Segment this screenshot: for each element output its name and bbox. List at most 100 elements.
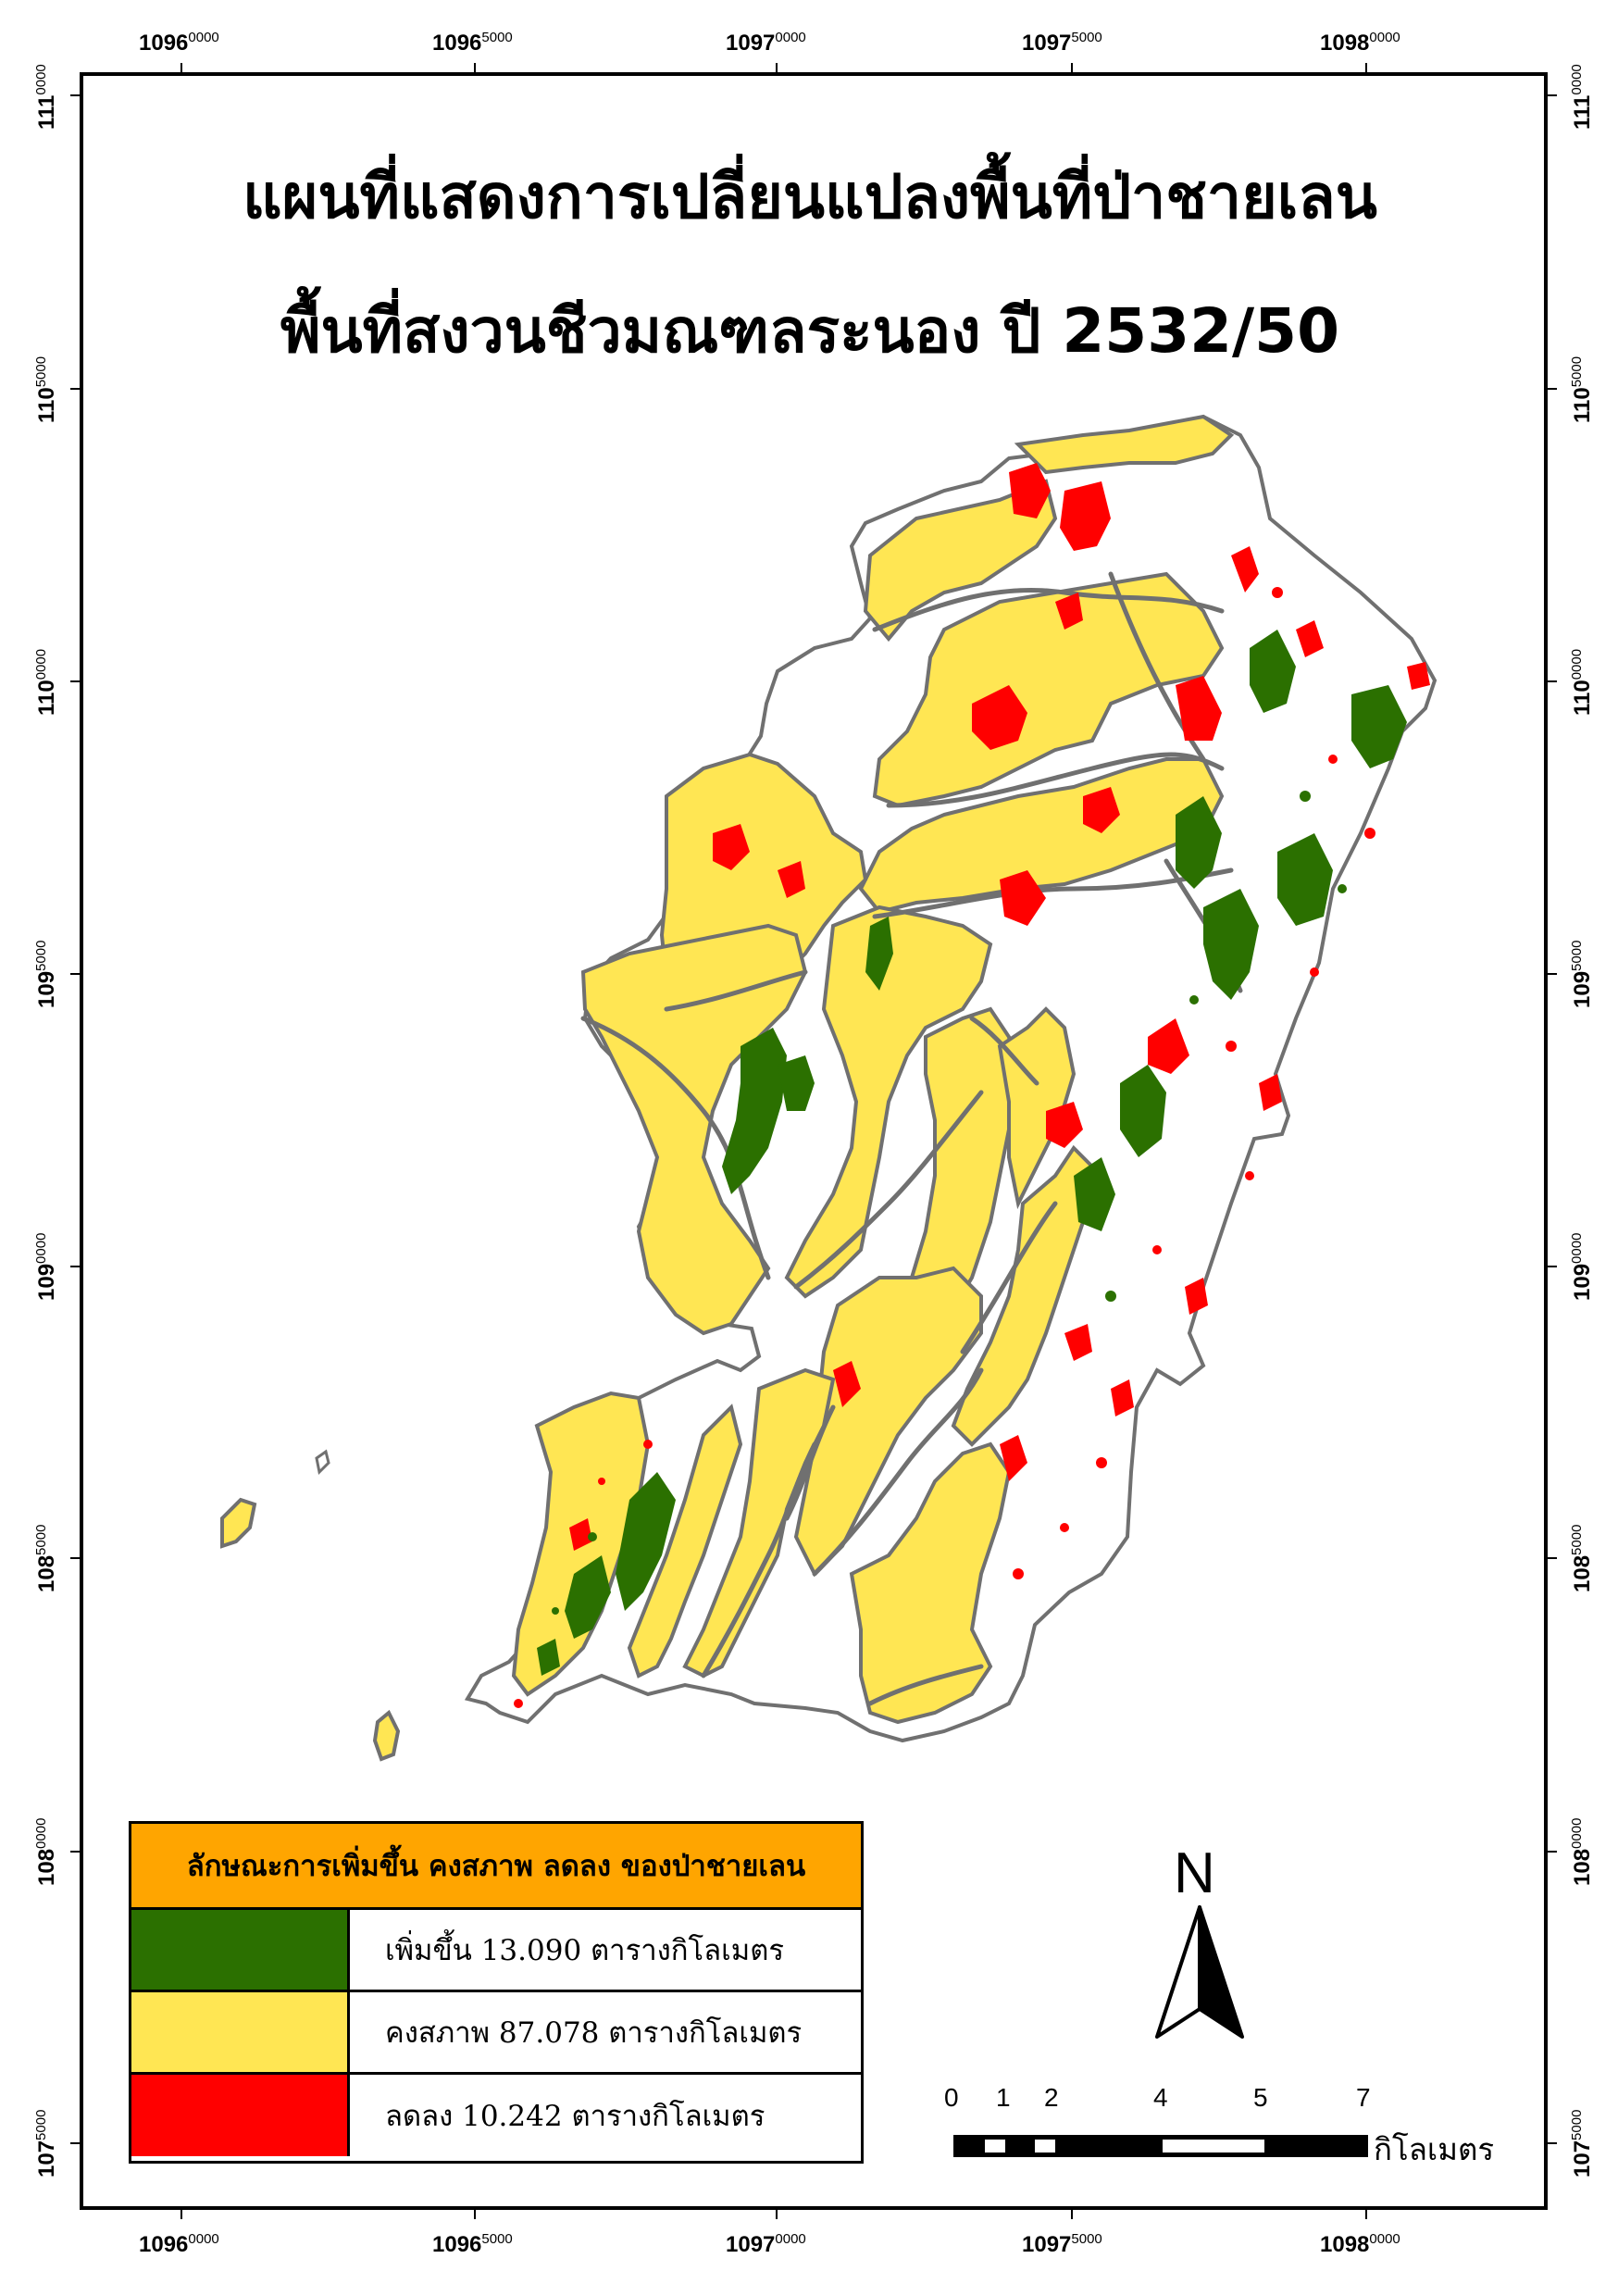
stable-island bbox=[682, 1367, 836, 1678]
decrease-patch bbox=[1060, 481, 1111, 551]
x-label-bottom: 10975000 bbox=[1022, 2231, 1102, 2257]
north-arrow-left-half bbox=[1155, 1905, 1201, 2039]
decrease-patch bbox=[972, 685, 1027, 750]
decrease-patch bbox=[1111, 1379, 1134, 1416]
legend-row-decrease: ลดลง 10.242 ตารางกิโลเมตร bbox=[131, 2075, 861, 2156]
x-label-bottom: 10960000 bbox=[139, 2231, 219, 2257]
north-label: N bbox=[1174, 1841, 1215, 1905]
y-label-right: 1105000 bbox=[1569, 356, 1595, 423]
stable-island bbox=[1014, 414, 1235, 475]
increase-areas bbox=[537, 630, 1407, 1676]
y-label-right: 1075000 bbox=[1569, 2110, 1595, 2177]
x-label-top: 10970000 bbox=[726, 30, 806, 56]
stable-island bbox=[858, 757, 1225, 915]
y-label-left: 1080000 bbox=[33, 1818, 59, 1886]
scale-tick-label: 2 bbox=[1044, 2083, 1059, 2112]
decrease-patch bbox=[1064, 1324, 1092, 1361]
legend-swatch-stable bbox=[131, 1992, 350, 2072]
increase-patch bbox=[616, 1472, 676, 1611]
scale-bar-segment bbox=[985, 2140, 1005, 2152]
increase-patch bbox=[865, 917, 893, 991]
decrease-areas bbox=[569, 463, 1430, 1551]
north-arrow bbox=[1155, 1905, 1244, 2039]
decrease-patch bbox=[1148, 1018, 1189, 1074]
x-label-bottom: 10965000 bbox=[432, 2231, 513, 2257]
y-labels-right: 1110000 1105000 1100000 1095000 1090000 … bbox=[1569, 64, 1595, 2177]
increase-patch bbox=[537, 1639, 560, 1676]
y-label-right: 1090000 bbox=[1569, 1233, 1595, 1301]
map-title-line-2: พื้นที่สงวนชีวมณฑลระนอง ปี 2532/50 bbox=[280, 295, 1339, 367]
stable-island bbox=[951, 1144, 1095, 1447]
increase-patch bbox=[778, 1055, 815, 1111]
legend-label-stable: คงสภาพ 87.078 ตารางกิโลเมตร bbox=[385, 2016, 803, 2050]
scale-bar-segment bbox=[1035, 2140, 1055, 2152]
increase-speck bbox=[1105, 1291, 1116, 1302]
y-labels-left: 1110000 1105000 1100000 1095000 1090000 … bbox=[33, 64, 59, 2177]
decrease-speck bbox=[1013, 1568, 1024, 1579]
decrease-patch bbox=[713, 824, 750, 870]
map-title-line-1: แผนที่แสดงการเปลี่ยนแปลงพื้นที่ป่าชายเลน bbox=[243, 161, 1377, 232]
stable-island bbox=[849, 1441, 1012, 1725]
scale-tick-label: 5 bbox=[1253, 2083, 1268, 2112]
stable-island bbox=[784, 905, 993, 1299]
stable-island bbox=[863, 479, 1058, 643]
scale-bar bbox=[953, 2135, 1368, 2157]
y-label-left: 1105000 bbox=[33, 356, 59, 423]
increase-patch bbox=[1250, 630, 1296, 713]
y-label-right: 1080000 bbox=[1569, 1818, 1595, 1886]
decrease-patch bbox=[1407, 662, 1430, 690]
map-frame bbox=[80, 72, 1548, 2210]
legend-swatch-decrease bbox=[131, 2075, 350, 2156]
y-label-left: 1085000 bbox=[33, 1525, 59, 1592]
channel bbox=[969, 1016, 1039, 1086]
north-arrow-right-half bbox=[1198, 1905, 1244, 2039]
channel bbox=[872, 587, 1225, 632]
stable-areas bbox=[220, 414, 1235, 1762]
channel bbox=[701, 1441, 817, 1678]
y-label-right: 1095000 bbox=[1569, 941, 1595, 1008]
increase-speck bbox=[1300, 791, 1311, 802]
y-label-right: 1110000 bbox=[1569, 64, 1595, 130]
speckles bbox=[514, 587, 1375, 1708]
decrease-patch bbox=[1176, 676, 1222, 741]
y-label-right: 1100000 bbox=[1569, 649, 1595, 716]
stable-island bbox=[372, 1709, 401, 1762]
increase-patch bbox=[1351, 685, 1407, 768]
mangrove-map bbox=[220, 414, 1438, 1762]
decrease-speck bbox=[1328, 755, 1338, 764]
decrease-speck bbox=[1096, 1457, 1107, 1468]
decrease-patch bbox=[1231, 546, 1259, 593]
scale-bar-outline bbox=[953, 2135, 1368, 2157]
channel bbox=[664, 969, 808, 1012]
increase-speck bbox=[588, 1532, 597, 1541]
decrease-patch bbox=[778, 861, 805, 898]
decrease-patch bbox=[1000, 1435, 1027, 1481]
increase-patch bbox=[1277, 833, 1333, 926]
decrease-patch bbox=[1055, 593, 1083, 630]
scale-tick-label: 7 bbox=[1356, 2083, 1371, 2112]
decrease-patch bbox=[1296, 620, 1324, 657]
legend-row-stable: คงสภาพ 87.078 ตารางกิโลเมตร bbox=[131, 1992, 861, 2075]
legend-swatch-increase bbox=[131, 1910, 350, 1990]
channel bbox=[886, 752, 1225, 808]
increase-patch bbox=[1074, 1157, 1115, 1231]
decrease-speck bbox=[1245, 1171, 1254, 1180]
decrease-speck bbox=[1226, 1041, 1237, 1052]
y-label-left: 1100000 bbox=[33, 649, 59, 716]
decrease-speck bbox=[1272, 587, 1283, 598]
y-label-right: 1085000 bbox=[1569, 1525, 1595, 1592]
decrease-patch bbox=[1000, 870, 1046, 926]
frame-ticks bbox=[70, 63, 1557, 2219]
x-label-top: 10980000 bbox=[1320, 30, 1400, 56]
small-island bbox=[315, 1449, 330, 1476]
x-label-bottom: 10970000 bbox=[726, 2231, 806, 2257]
y-label-left: 1110000 bbox=[33, 64, 59, 130]
stable-island bbox=[627, 1404, 743, 1678]
decrease-patch bbox=[1009, 463, 1051, 518]
increase-patch bbox=[1176, 796, 1222, 889]
scale-unit-label: กิโลเมตร bbox=[1374, 2131, 1495, 2167]
y-label-left: 1090000 bbox=[33, 1233, 59, 1301]
decrease-patch bbox=[1185, 1278, 1208, 1315]
increase-patch bbox=[1203, 889, 1259, 1000]
legend: ลักษณะการเพิ่มขึ้น คงสภาพ ลดลง ของป่าชาย… bbox=[129, 1821, 864, 2164]
